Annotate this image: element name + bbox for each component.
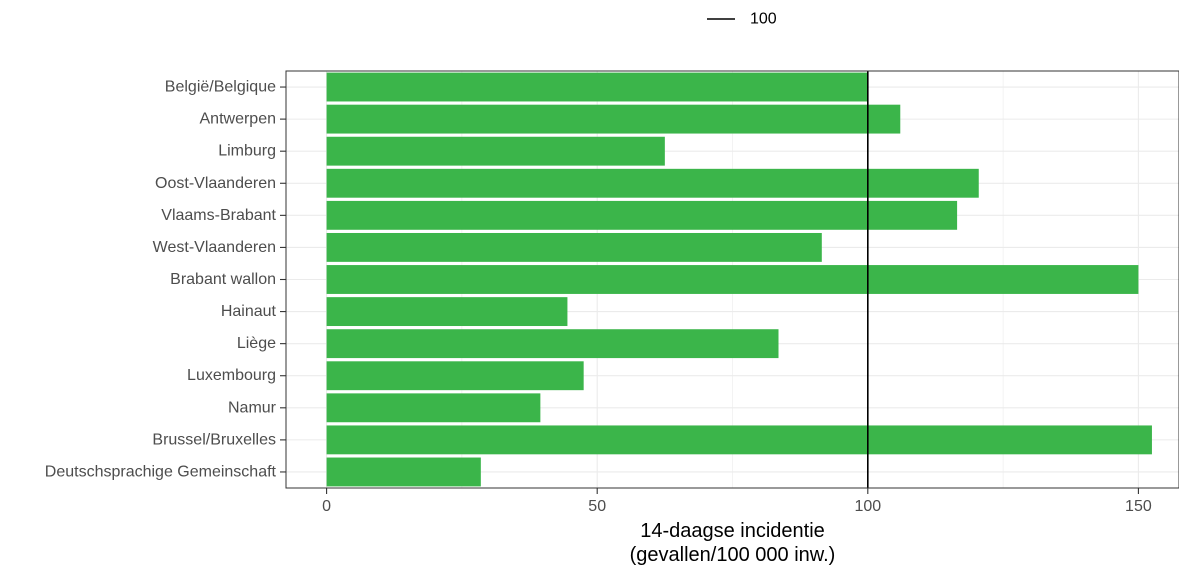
- x-tick-label: 0: [322, 498, 331, 515]
- y-tick-label: België/Belgique: [165, 79, 276, 96]
- y-tick-label: Deutschsprachige Gemeinschaft: [45, 463, 277, 480]
- x-tick-label: 100: [854, 498, 881, 515]
- bar: [326, 232, 822, 262]
- bar: [326, 265, 1139, 294]
- bar: [326, 297, 568, 327]
- x-tick-label: 150: [1125, 498, 1152, 515]
- y-tick-label: Brabant wallon: [170, 271, 276, 288]
- y-tick-label: Vlaams-Brabant: [161, 207, 276, 224]
- x-axis: 0 50 100 150: [322, 488, 1152, 515]
- bar: [326, 457, 481, 487]
- bar: [326, 104, 901, 134]
- y-tick-label: Antwerpen: [200, 111, 277, 128]
- x-axis-title-line1: 14-daagse incidentie: [640, 520, 825, 542]
- y-axis: België/Belgique Antwerpen Limburg Oost-Vlaa…: [45, 79, 286, 480]
- bar: [326, 393, 541, 423]
- y-tick-label: Limburg: [218, 143, 276, 160]
- legend-label: 100: [750, 11, 777, 28]
- x-axis-title-line2: (gevallen/100 000 inw.): [630, 544, 836, 566]
- y-tick-label: Hainaut: [221, 303, 277, 320]
- bar: [326, 168, 979, 198]
- bar: [326, 72, 868, 102]
- y-tick-label: Namur: [228, 399, 277, 416]
- bars: [326, 72, 1152, 487]
- bar: [326, 329, 779, 359]
- bar: [326, 361, 584, 391]
- legend: 100: [707, 11, 777, 28]
- y-tick-label: West-Vlaanderen: [153, 239, 276, 256]
- y-tick-label: Luxembourg: [187, 367, 276, 384]
- y-tick-label: Liège: [237, 335, 276, 352]
- bar: [326, 136, 665, 166]
- bar: [326, 425, 1152, 455]
- x-tick-label: 50: [588, 498, 606, 515]
- y-tick-label: Brussel/Bruxelles: [152, 431, 276, 448]
- bar: [326, 200, 958, 230]
- y-tick-label: Oost-Vlaanderen: [155, 175, 276, 192]
